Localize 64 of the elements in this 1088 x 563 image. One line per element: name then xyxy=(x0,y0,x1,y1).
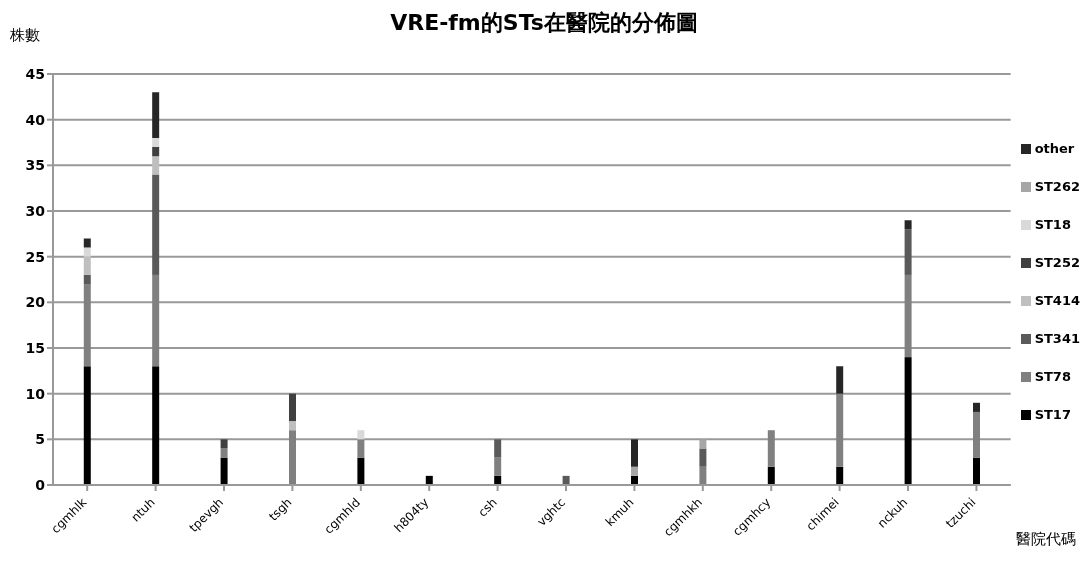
legend-label: ST18 xyxy=(1034,217,1071,232)
y-tick-label: 40 xyxy=(25,111,46,128)
bar xyxy=(152,174,160,275)
bar xyxy=(152,137,160,148)
bar xyxy=(288,393,296,422)
bar xyxy=(494,439,502,458)
bar xyxy=(288,430,296,485)
y-tick-label: 30 xyxy=(25,202,46,219)
bar xyxy=(973,411,980,458)
legend-label: other xyxy=(1034,141,1075,156)
bar xyxy=(83,238,91,248)
y-tick-label: 10 xyxy=(25,385,46,402)
bar xyxy=(220,439,228,449)
legend-label: ST78 xyxy=(1034,369,1071,384)
bar xyxy=(83,274,91,285)
legend-label: ST262 xyxy=(1034,179,1080,194)
bar xyxy=(288,421,296,431)
bar xyxy=(152,156,160,175)
bar xyxy=(83,366,91,485)
y-tick-label: 25 xyxy=(25,248,45,265)
bar xyxy=(836,366,844,394)
legend-label: ST17 xyxy=(1034,407,1071,422)
bar xyxy=(357,430,365,440)
x-axis-title: 醫院代碼 xyxy=(1016,530,1076,549)
y-tick-label: 45 xyxy=(25,65,45,82)
bar xyxy=(904,357,912,485)
bar xyxy=(836,393,844,467)
bar xyxy=(357,457,365,485)
bar xyxy=(904,229,912,275)
bar xyxy=(83,256,91,275)
bar xyxy=(152,147,160,157)
bar xyxy=(631,439,638,467)
bar xyxy=(699,448,707,467)
bar xyxy=(357,439,365,458)
legend-label: ST341 xyxy=(1034,331,1080,346)
bar xyxy=(699,466,707,485)
chart-title: VRE-fm的STs在醫院的分佈圖 xyxy=(390,10,698,35)
y-tick-label: 0 xyxy=(35,476,46,493)
bar xyxy=(904,220,912,230)
legend-label: ST252 xyxy=(1034,255,1080,270)
bar xyxy=(767,430,775,467)
x-tick-label: csh xyxy=(475,495,500,520)
bar xyxy=(836,466,844,485)
bar xyxy=(494,457,502,476)
legend-label: ST414 xyxy=(1034,293,1080,308)
y-tick-label: 35 xyxy=(25,157,45,174)
bar xyxy=(973,457,980,485)
bar xyxy=(220,457,228,485)
bar xyxy=(83,284,91,367)
bar xyxy=(152,92,160,138)
y-tick-label: 20 xyxy=(25,294,46,311)
bar xyxy=(220,448,228,458)
bar xyxy=(631,466,638,476)
bar xyxy=(973,402,980,412)
bar xyxy=(904,274,912,358)
bar xyxy=(152,366,160,485)
y-tick-label: 5 xyxy=(35,431,45,448)
bar xyxy=(699,439,707,449)
y-tick-label: 15 xyxy=(25,339,45,356)
y-axis-title: 株數 xyxy=(10,26,40,45)
x-tick-label: tsgh xyxy=(266,495,295,524)
bar xyxy=(152,274,160,367)
bar xyxy=(83,247,91,257)
bar xyxy=(767,466,775,485)
